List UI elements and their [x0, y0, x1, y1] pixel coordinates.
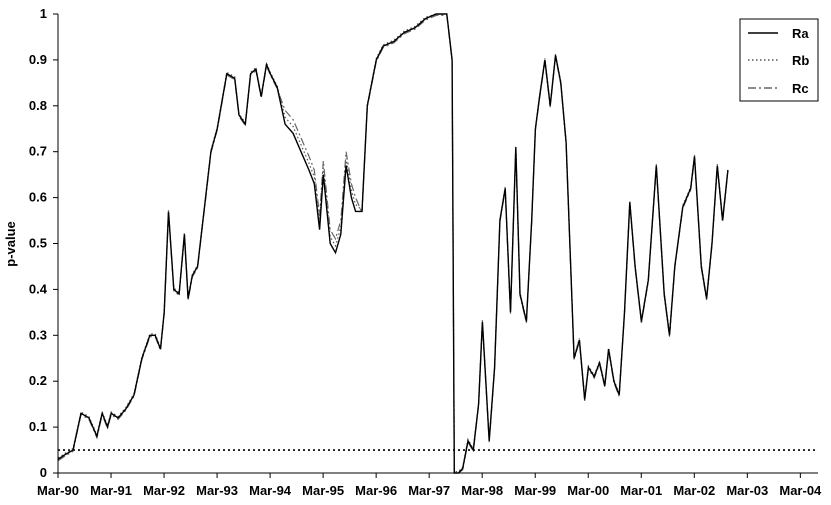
y-tick-label: 0.7 — [29, 144, 47, 159]
x-tick-label: Mar-00 — [567, 483, 609, 498]
series-line-ra — [57, 13, 729, 474]
x-tick-label: Mar-01 — [620, 483, 662, 498]
x-tick-label: Mar-94 — [249, 483, 292, 498]
legend-label-ra: Ra — [792, 26, 809, 41]
y-tick-label: 0.8 — [29, 98, 47, 113]
plot-area — [57, 13, 818, 474]
y-tick-label: 0 — [40, 465, 47, 480]
y-tick-label: 0.5 — [29, 236, 47, 251]
x-tick-label: Mar-93 — [196, 483, 238, 498]
x-tick-label: Mar-98 — [461, 483, 503, 498]
x-tick-label: Mar-92 — [143, 483, 185, 498]
x-tick-label: Mar-90 — [37, 483, 79, 498]
y-tick-label: 0.9 — [29, 52, 47, 67]
y-tick-label: 0.4 — [29, 281, 48, 296]
y-tick-label: 1 — [40, 6, 47, 21]
x-tick-label: Mar-95 — [302, 483, 344, 498]
y-tick-label: 0.6 — [29, 190, 47, 205]
y-tick-label: 0.1 — [29, 419, 47, 434]
x-tick-label: Mar-99 — [514, 483, 556, 498]
y-tick-label: 0.2 — [29, 373, 47, 388]
x-tick-label: Mar-04 — [779, 483, 822, 498]
x-tick-label: Mar-96 — [355, 483, 397, 498]
x-axis: Mar-90 Mar-91 Mar-92 Mar-93 Mar-94 Mar-95 Mar-… — [37, 472, 822, 498]
y-axis-title: p-value — [3, 221, 18, 267]
x-tick-label: Mar-02 — [673, 483, 715, 498]
y-tick-label: 0.3 — [29, 327, 47, 342]
x-tick-label: Mar-03 — [726, 483, 768, 498]
legend-label-rc: Rc — [792, 81, 809, 96]
legend-label-rb: Rb — [792, 53, 809, 68]
x-tick-label: Mar-91 — [90, 483, 132, 498]
y-axis: 0 0.1 0.2 0.3 0.4 0.5 0.6 0.7 0.8 0.9 1 — [29, 6, 59, 480]
legend: Ra Rb Rc — [739, 18, 819, 102]
x-tick-label: Mar-97 — [408, 483, 450, 498]
